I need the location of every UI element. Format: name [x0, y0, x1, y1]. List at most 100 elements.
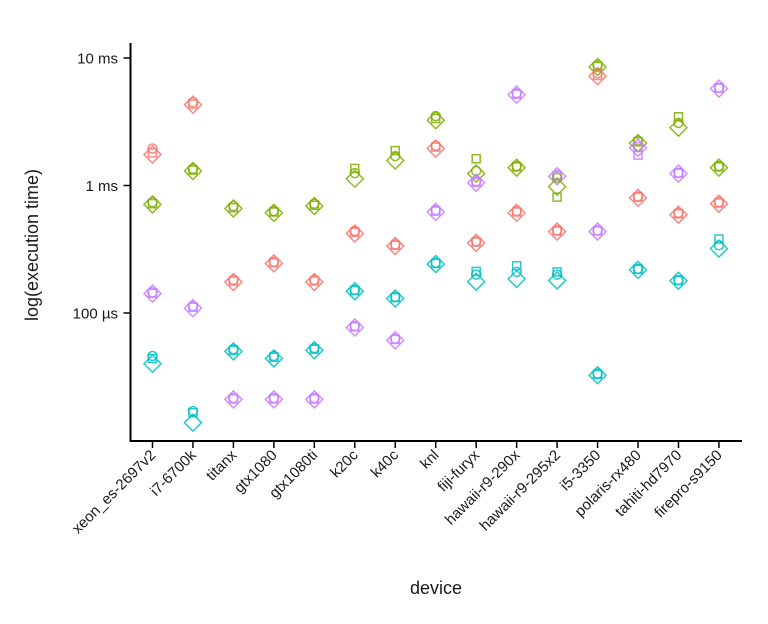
marker-diamond — [628, 188, 648, 208]
marker-circle — [470, 165, 482, 177]
marker-diamond — [183, 95, 203, 115]
marker-square — [673, 168, 684, 178]
marker-diamond — [587, 57, 608, 77]
x-tick-label: xeon_es-2697v2 — [69, 447, 159, 537]
y-tick-label: 10 ms — [77, 51, 118, 68]
marker-square — [552, 267, 562, 277]
marker-square — [390, 292, 401, 303]
marker-square — [228, 394, 239, 404]
marker-diamond — [385, 330, 405, 350]
marker-square — [188, 408, 198, 418]
x-tick-label: k20c — [327, 446, 362, 481]
marker-square — [714, 198, 724, 208]
marker-square — [147, 148, 158, 158]
marker-square — [350, 163, 360, 174]
marker-diamond — [507, 85, 527, 105]
y-tick-label: 100 µs — [73, 306, 118, 323]
marker-square — [147, 198, 158, 209]
marker-square — [269, 352, 279, 362]
marker-diamond — [547, 177, 567, 197]
marker-diamond — [709, 194, 729, 214]
marker-circle — [470, 269, 482, 280]
marker-diamond — [223, 272, 243, 292]
marker-diamond — [142, 194, 163, 215]
marker-diamond — [668, 164, 689, 184]
marker-diamond — [709, 239, 729, 259]
marker-diamond — [628, 138, 648, 158]
marker-circle — [430, 110, 441, 122]
x-tick-label: i7-6700k — [147, 446, 200, 499]
marker-diamond — [547, 222, 567, 242]
marker-diamond — [466, 173, 486, 193]
marker-square — [471, 177, 481, 188]
marker-square — [269, 207, 279, 217]
marker-square — [430, 206, 441, 216]
marker-diamond — [304, 272, 324, 292]
marker-diamond — [547, 166, 567, 186]
marker-diamond — [628, 260, 648, 280]
marker-square — [592, 226, 603, 236]
marker-square — [552, 192, 562, 202]
marker-diamond — [183, 413, 203, 433]
marker-square — [511, 162, 522, 172]
marker-square — [471, 237, 481, 247]
marker-square — [350, 285, 360, 296]
marker-square — [390, 240, 401, 250]
marker-diamond — [426, 110, 446, 130]
marker-square — [714, 83, 724, 93]
marker-diamond — [385, 150, 405, 171]
marker-square — [592, 369, 603, 380]
marker-square — [511, 89, 522, 99]
marker-square — [633, 137, 643, 147]
marker-diamond — [264, 253, 284, 273]
marker-circle — [713, 239, 725, 251]
marker-diamond — [709, 158, 729, 178]
y-axis-ticks: 10 ms 1 ms 100 µs — [73, 51, 131, 323]
marker-diamond — [304, 196, 324, 216]
marker-diamond — [466, 233, 486, 253]
marker-circle — [551, 172, 563, 184]
marker-square — [228, 276, 239, 286]
marker-square — [309, 276, 320, 286]
marker-square — [673, 112, 684, 122]
marker-square — [309, 200, 320, 210]
marker-circle — [632, 141, 644, 153]
marker-diamond — [426, 138, 446, 159]
y-axis-title: log(execution time) — [22, 169, 42, 321]
x-tick-label: knl — [417, 447, 443, 473]
marker-square — [269, 257, 279, 268]
marker-circle — [511, 266, 522, 278]
marker-diamond — [507, 158, 527, 178]
marker-square — [390, 334, 401, 345]
marker-diamond — [507, 203, 527, 223]
marker-square — [511, 207, 522, 217]
marker-diamond — [547, 270, 567, 291]
marker-diamond — [426, 254, 446, 274]
marker-diamond — [345, 317, 365, 338]
marker-square — [471, 266, 481, 277]
marker-square — [350, 322, 360, 332]
marker-square — [430, 142, 441, 152]
marker-square — [309, 394, 320, 404]
marker-square — [188, 99, 198, 109]
marker-diamond — [142, 284, 163, 304]
marker-square — [592, 70, 603, 81]
marker-diamond — [587, 222, 608, 242]
marker-square — [673, 209, 684, 219]
x-axis-title: device — [410, 578, 462, 598]
marker-diamond — [466, 164, 486, 184]
marker-square — [188, 165, 198, 175]
data-points — [142, 57, 729, 433]
marker-diamond — [668, 271, 689, 291]
marker-diamond — [264, 348, 284, 369]
marker-square — [430, 258, 441, 269]
marker-diamond — [345, 223, 365, 244]
marker-square — [633, 192, 643, 202]
marker-square — [673, 275, 684, 286]
marker-square — [633, 264, 643, 275]
y-tick-label: 1 ms — [85, 178, 118, 195]
marker-square — [350, 227, 360, 237]
marker-diamond — [304, 389, 324, 409]
marker-diamond — [223, 389, 243, 409]
